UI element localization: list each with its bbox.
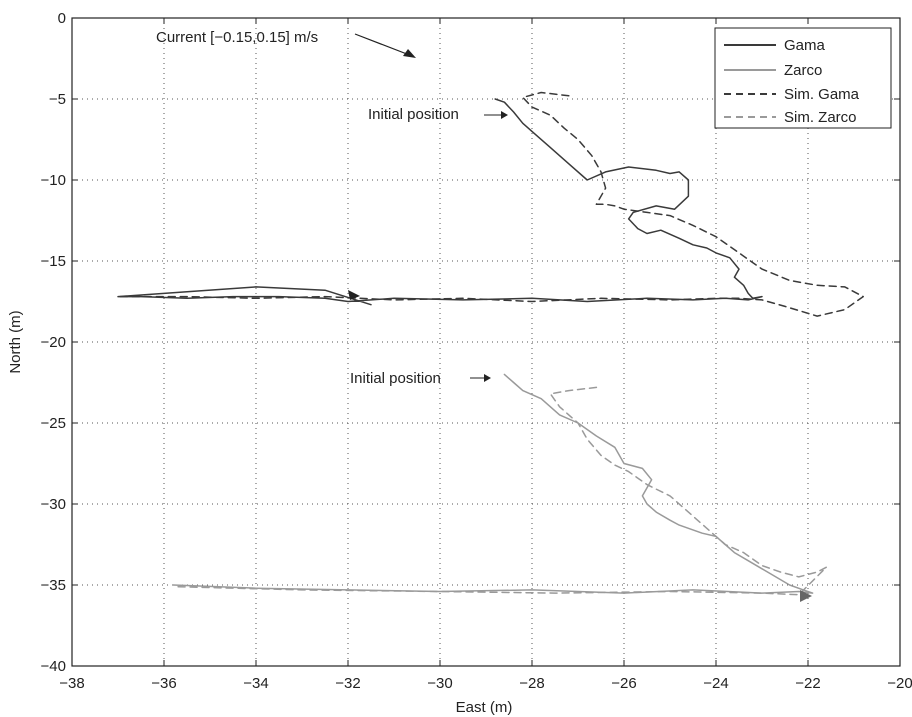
axis-ticks: −38 −36 −34 −32 −30 −28 −26 −24 −22 −20 0 −5 −10 −15 −… (41, 10, 912, 692)
legend: Gama Zarco Sim. Gama Sim. Zarco (714, 27, 892, 129)
series-layer (117, 91, 864, 596)
y-tick-label: −10 (41, 172, 66, 189)
y-axis-label: North (m) (7, 310, 24, 373)
y-tick-label: −20 (41, 334, 66, 351)
legend-label-sim-gama: Sim. Gama (784, 86, 860, 103)
y-tick-label: −15 (41, 253, 66, 270)
x-tick-label: −32 (335, 675, 360, 692)
x-tick-label: −30 (427, 675, 452, 692)
x-axis-label: East (m) (456, 699, 513, 716)
initial-arrowhead-bottom (484, 374, 491, 382)
legend-label-zarco: Zarco (784, 62, 822, 79)
x-tick-label: −34 (243, 675, 268, 692)
y-tick-label: 0 (58, 10, 66, 27)
y-tick-label: −5 (49, 91, 66, 108)
legend-label-sim-zarco: Sim. Zarco (784, 109, 857, 126)
series-line-zarco (172, 373, 814, 594)
series-line-sim-zarco (172, 386, 828, 596)
current-annotation: Current [−0.15,0.15] m/s (156, 29, 318, 46)
x-tick-label: −24 (703, 675, 728, 692)
y-tick-label: −30 (41, 496, 66, 513)
y-tick-label: −40 (41, 658, 66, 675)
initial-arrowhead-top (501, 111, 508, 119)
initial-position-annotation-bottom: Initial position (350, 370, 441, 387)
x-tick-label: −22 (795, 675, 820, 692)
series-line-sim-gama (117, 91, 864, 317)
x-tick-label: −26 (611, 675, 636, 692)
grid-lines (72, 18, 900, 666)
initial-position-annotation-top: Initial position (368, 106, 459, 123)
y-tick-label: −25 (41, 415, 66, 432)
zarco-end-arrowhead (800, 590, 812, 602)
x-tick-label: −20 (887, 675, 912, 692)
x-tick-label: −28 (519, 675, 544, 692)
y-tick-label: −35 (41, 577, 66, 594)
current-arrow (354, 33, 413, 57)
current-arrowhead (403, 49, 416, 58)
gama-end-arrowhead (348, 290, 360, 300)
x-tick-label: −38 (59, 675, 84, 692)
x-tick-label: −36 (151, 675, 176, 692)
legend-label-gama: Gama (784, 37, 826, 54)
